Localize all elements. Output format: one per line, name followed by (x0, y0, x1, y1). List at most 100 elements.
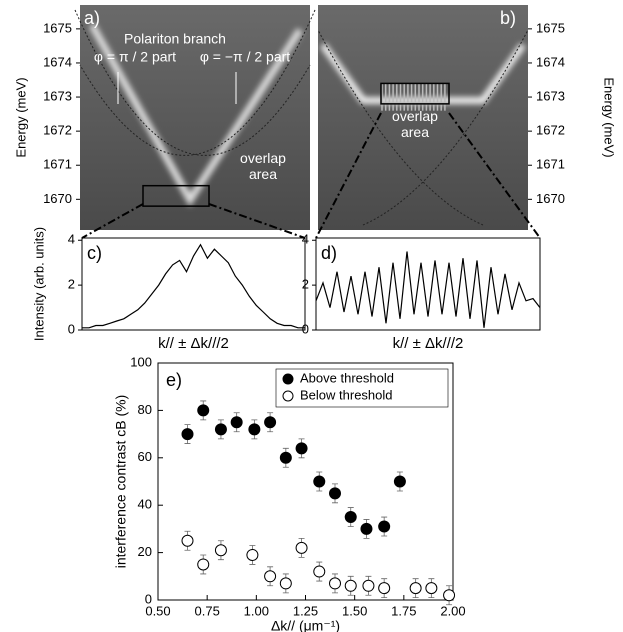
annotation-box: overlap area (392, 108, 438, 141)
y-tick-label: 2 (302, 277, 309, 292)
y-tick-label: 1675 (536, 20, 565, 35)
y-tick-label: 40 (138, 497, 152, 512)
x-tick-label: 1.75 (391, 603, 416, 618)
annotation: φ = π / 2 part (94, 49, 176, 65)
panel-label: a) (84, 8, 100, 28)
data-point (329, 577, 341, 590)
annotation-box: overlap area (240, 150, 286, 183)
data-point (378, 520, 391, 533)
data-point (344, 511, 357, 524)
image-panel: Polariton branch φ = π / 2 part φ = −π / 2… (74, 5, 316, 230)
y-tick-label: 1675 (43, 20, 72, 35)
x-tick-label: 1.50 (342, 603, 367, 618)
x-axis-label: Δk// (μm⁻¹) (271, 618, 340, 632)
data-point (264, 416, 277, 429)
data-point (393, 475, 406, 488)
connector (448, 112, 541, 239)
data-point (344, 579, 357, 592)
data-point (409, 582, 422, 595)
x-tick-label: 0.50 (145, 603, 170, 618)
annotation: overlap area (240, 150, 286, 183)
x-tick-label: 0.75 (195, 603, 220, 618)
connector (81, 203, 144, 239)
x-axis-label: k// ± Δk///2 (158, 335, 229, 352)
data-point (197, 404, 210, 417)
y-tick-label: 0 (302, 321, 309, 336)
y-tick-label: 1670 (536, 191, 565, 206)
y-axis-label: Energy (meV) (602, 77, 617, 157)
dispersion-curve (79, 9, 316, 156)
dispersion-curve (362, 29, 529, 226)
legend-box (275, 368, 449, 408)
data-point (248, 423, 261, 436)
y-tick-label: 1672 (536, 123, 565, 138)
x-tick-label: 2.00 (440, 603, 465, 618)
x-axis-label: k// ± Δk///2 (393, 335, 464, 352)
panel-label: b) (500, 8, 516, 28)
data-point (295, 442, 308, 455)
data-point (181, 428, 194, 441)
y-tick-label: 0 (145, 591, 152, 606)
y-tick-label: 2 (68, 277, 75, 292)
data-point (313, 475, 326, 488)
dispersion-curve (74, 9, 311, 156)
connector (315, 112, 382, 239)
data-point (425, 582, 438, 595)
overlap-box (380, 82, 450, 105)
image-background (318, 5, 528, 230)
y-tick-label: 60 (138, 449, 152, 464)
legend-marker (282, 390, 294, 402)
overlap-box (142, 184, 210, 207)
y-tick-label: 4 (68, 232, 75, 247)
y-tick-label: 0 (68, 321, 75, 336)
panel-label: d) (321, 243, 337, 263)
y-tick-label: 1670 (43, 191, 72, 206)
data-point (246, 548, 259, 561)
y-tick-label: 1674 (536, 54, 565, 69)
y-tick-label: 1671 (536, 157, 565, 172)
legend-marker (282, 373, 294, 385)
y-tick-label: 4 (302, 232, 309, 247)
x-tick-label: 1.25 (293, 603, 318, 618)
trace (82, 243, 305, 329)
data-point (313, 565, 326, 578)
annotation: φ = −π / 2 part (200, 49, 290, 65)
plot-frame (81, 237, 306, 331)
y-tick-label: 1671 (43, 157, 72, 172)
annotation: Polariton branch (124, 31, 226, 47)
data-point (295, 541, 308, 554)
annotation: overlap area (392, 108, 438, 141)
data-point (264, 570, 277, 583)
data-point (378, 582, 391, 595)
data-point (329, 487, 341, 500)
legend-label: Below threshold (300, 387, 393, 402)
data-point (443, 589, 456, 602)
panel-label: c) (87, 243, 102, 263)
trace (315, 251, 541, 328)
y-axis-label: Intensity (arb. units) (31, 227, 46, 341)
y-axis-label: interference contrast cB (%) (113, 395, 129, 569)
data-point (197, 558, 210, 571)
y-tick-label: 1673 (536, 88, 565, 103)
y-tick-label: 20 (138, 544, 152, 559)
connector (208, 203, 306, 239)
data-point (362, 579, 375, 592)
y-tick-label: 1672 (43, 123, 72, 138)
y-tick-label: 80 (138, 402, 152, 417)
y-tick-label: 1673 (43, 88, 72, 103)
dispersion-curve (317, 29, 484, 226)
data-point (360, 522, 373, 535)
data-point (214, 423, 227, 436)
data-point (230, 416, 243, 429)
data-point (181, 534, 194, 547)
image-panel: overlap area (317, 5, 529, 230)
y-tick-label: 1674 (43, 54, 72, 69)
x-tick-label: 1.00 (244, 603, 269, 618)
data-point (279, 451, 292, 464)
y-axis-label: Energy (meV) (13, 77, 28, 157)
data-point (279, 577, 292, 590)
data-point (214, 544, 227, 557)
legend-label: Above threshold (300, 370, 394, 385)
panel-label: e) (166, 370, 182, 390)
